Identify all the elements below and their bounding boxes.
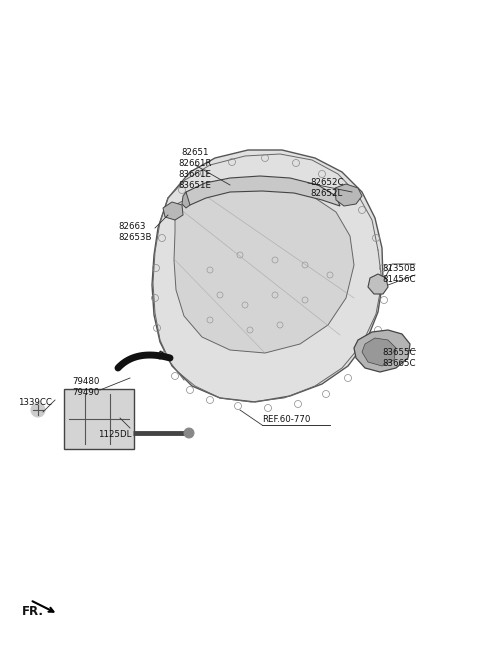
Text: 81350B
81456C: 81350B 81456C [382,264,416,284]
Circle shape [184,428,194,438]
Text: FR.: FR. [22,605,44,618]
Polygon shape [335,184,362,206]
Text: 82663
82653B: 82663 82653B [118,222,152,242]
Circle shape [31,403,45,417]
Text: 79480
79490: 79480 79490 [72,377,99,397]
Polygon shape [174,186,354,353]
Text: 82651
82661R
83661E
83651E: 82651 82661R 83661E 83651E [178,148,212,191]
Polygon shape [152,150,383,402]
Text: 83655C
83665C: 83655C 83665C [382,348,416,368]
Polygon shape [368,274,388,294]
Text: 82652C
82652L: 82652C 82652L [310,178,344,198]
Polygon shape [185,176,340,206]
Text: 1339CC: 1339CC [18,398,52,407]
Polygon shape [362,338,396,366]
Text: REF.60-770: REF.60-770 [262,415,311,424]
Polygon shape [354,330,410,372]
Text: 1125DL: 1125DL [98,430,132,439]
Polygon shape [163,202,183,220]
FancyBboxPatch shape [64,389,134,449]
Polygon shape [182,192,190,208]
